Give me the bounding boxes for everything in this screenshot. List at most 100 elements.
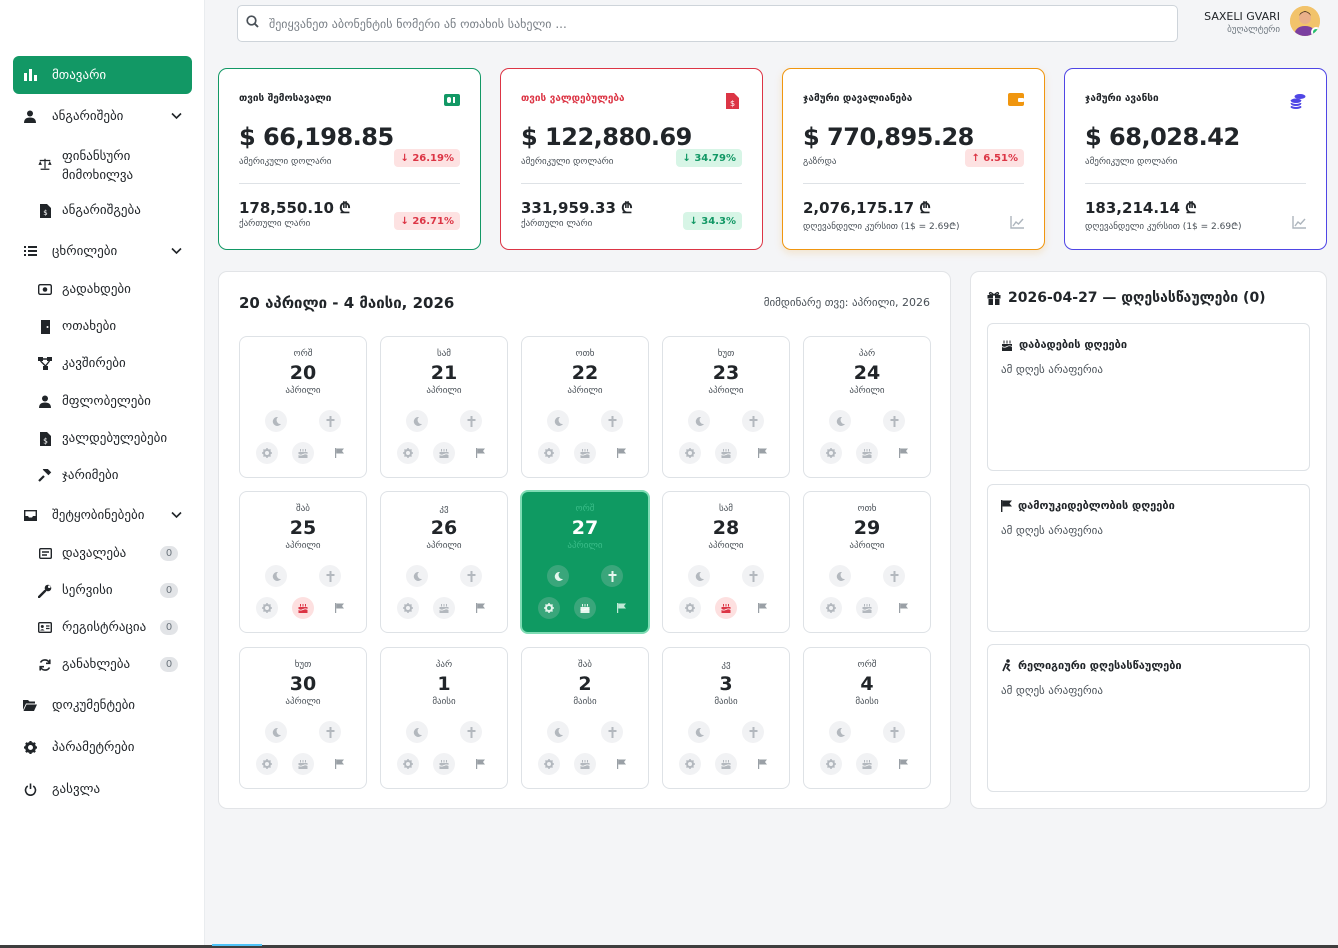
flag-icon[interactable] xyxy=(892,597,914,619)
gear-icon[interactable] xyxy=(820,442,842,464)
gear-icon[interactable] xyxy=(256,753,278,775)
cross-icon[interactable] xyxy=(883,721,905,743)
moon-icon[interactable] xyxy=(265,565,287,587)
gear-icon[interactable] xyxy=(397,753,419,775)
avatar[interactable] xyxy=(1290,6,1320,36)
calendar-day[interactable]: პარ 1 მაისი xyxy=(380,647,508,789)
flag-icon[interactable] xyxy=(610,753,632,775)
gear-icon[interactable] xyxy=(679,597,701,619)
cross-icon[interactable] xyxy=(742,565,764,587)
moon-icon[interactable] xyxy=(829,410,851,432)
birthday-cake-icon[interactable] xyxy=(574,442,596,464)
flag-icon[interactable] xyxy=(751,442,773,464)
calendar-day[interactable]: ხუთ 23 აპრილი xyxy=(662,336,790,478)
cross-icon[interactable] xyxy=(319,410,341,432)
flag-icon[interactable] xyxy=(469,753,491,775)
moon-icon[interactable] xyxy=(406,721,428,743)
gear-icon[interactable] xyxy=(538,597,560,619)
gear-icon[interactable] xyxy=(256,442,278,464)
search-bar[interactable] xyxy=(237,5,1178,42)
cross-icon[interactable] xyxy=(601,721,623,743)
calendar-day[interactable]: ხუთ 30 აპრილი xyxy=(239,647,367,789)
gear-icon[interactable] xyxy=(820,597,842,619)
moon-icon[interactable] xyxy=(406,410,428,432)
moon-icon[interactable] xyxy=(265,721,287,743)
nav-financial-review[interactable]: ფინანსური მიმოხილვა xyxy=(38,147,188,185)
gear-icon[interactable] xyxy=(538,753,560,775)
gear-icon[interactable] xyxy=(256,597,278,619)
gear-icon[interactable] xyxy=(397,597,419,619)
nav-debts[interactable]: $ ვალდებულებები xyxy=(38,431,188,446)
calendar-day[interactable]: ორშ 27 აპრილი xyxy=(520,490,650,634)
cross-icon[interactable] xyxy=(460,410,482,432)
calendar-day[interactable]: შაბ 2 მაისი xyxy=(521,647,649,789)
birthday-cake-icon[interactable] xyxy=(574,753,596,775)
calendar-day[interactable]: სამ 28 აპრილი xyxy=(662,491,790,633)
nav-fines[interactable]: ჯარიმები xyxy=(38,468,188,483)
flag-icon[interactable] xyxy=(751,753,773,775)
nav-service[interactable]: სერვისი 0 xyxy=(38,583,188,598)
flag-icon[interactable] xyxy=(469,442,491,464)
birthday-cake-icon[interactable] xyxy=(574,597,596,619)
search-input[interactable] xyxy=(269,16,1149,31)
nav-connections[interactable]: კავშირები xyxy=(38,356,188,371)
moon-icon[interactable] xyxy=(688,565,710,587)
birthday-cake-icon[interactable] xyxy=(715,753,737,775)
moon-icon[interactable] xyxy=(547,410,569,432)
moon-icon[interactable] xyxy=(406,565,428,587)
gear-icon[interactable] xyxy=(679,442,701,464)
birthday-cake-icon[interactable] xyxy=(433,753,455,775)
birthday-cake-icon[interactable] xyxy=(292,597,314,619)
flag-icon[interactable] xyxy=(469,597,491,619)
user-info[interactable]: SAXELI GVARI ბუღალტერი xyxy=(1204,10,1280,35)
cross-icon[interactable] xyxy=(601,565,623,587)
gear-icon[interactable] xyxy=(679,753,701,775)
flag-icon[interactable] xyxy=(610,442,632,464)
flag-icon[interactable] xyxy=(610,597,632,619)
flag-icon[interactable] xyxy=(892,753,914,775)
cross-icon[interactable] xyxy=(601,410,623,432)
flag-icon[interactable] xyxy=(892,442,914,464)
nav-invoices[interactable]: $ ანგარიშგება xyxy=(38,203,188,218)
flag-icon[interactable] xyxy=(751,597,773,619)
birthday-cake-icon[interactable] xyxy=(292,753,314,775)
gear-icon[interactable] xyxy=(820,753,842,775)
cross-icon[interactable] xyxy=(742,721,764,743)
nav-logout[interactable]: გასვლა xyxy=(13,770,192,808)
birthday-cake-icon[interactable] xyxy=(433,442,455,464)
gear-icon[interactable] xyxy=(538,442,560,464)
birthday-cake-icon[interactable] xyxy=(856,753,878,775)
nav-rooms[interactable]: ოთახები xyxy=(38,319,188,334)
nav-main[interactable]: მთავარი xyxy=(13,56,192,94)
flag-icon[interactable] xyxy=(328,597,350,619)
moon-icon[interactable] xyxy=(688,721,710,743)
nav-tables[interactable]: ცხრილები xyxy=(13,232,192,270)
calendar-day[interactable]: ორშ 4 მაისი xyxy=(803,647,931,789)
flag-icon[interactable] xyxy=(328,753,350,775)
gear-icon[interactable] xyxy=(397,442,419,464)
nav-owners[interactable]: მფლობელები xyxy=(38,394,188,409)
birthday-cake-icon[interactable] xyxy=(856,597,878,619)
nav-notifications[interactable]: შეტყობინებები xyxy=(13,496,192,534)
calendar-day[interactable]: ოთხ 29 აპრილი xyxy=(803,491,931,633)
nav-registration[interactable]: რეგისტრაცია 0 xyxy=(38,620,188,635)
cross-icon[interactable] xyxy=(742,410,764,432)
calendar-day[interactable]: ოთხ 22 აპრილი xyxy=(521,336,649,478)
birthday-cake-icon[interactable] xyxy=(715,597,737,619)
moon-icon[interactable] xyxy=(829,565,851,587)
flag-icon[interactable] xyxy=(328,442,350,464)
nav-settings[interactable]: პარამეტრები xyxy=(13,728,192,766)
cross-icon[interactable] xyxy=(883,410,905,432)
calendar-day[interactable]: კვ 3 მაისი xyxy=(662,647,790,789)
moon-icon[interactable] xyxy=(265,410,287,432)
calendar-day[interactable]: სამ 21 აპრილი xyxy=(380,336,508,478)
calendar-day[interactable]: პარ 24 აპრილი xyxy=(803,336,931,478)
calendar-day[interactable]: შაბ 25 აპრილი xyxy=(239,491,367,633)
nav-reports[interactable]: ანგარიშები xyxy=(13,97,192,135)
cross-icon[interactable] xyxy=(883,565,905,587)
moon-icon[interactable] xyxy=(688,410,710,432)
moon-icon[interactable] xyxy=(547,721,569,743)
cross-icon[interactable] xyxy=(319,721,341,743)
nav-update[interactable]: განახლება 0 xyxy=(38,657,188,672)
birthday-cake-icon[interactable] xyxy=(433,597,455,619)
